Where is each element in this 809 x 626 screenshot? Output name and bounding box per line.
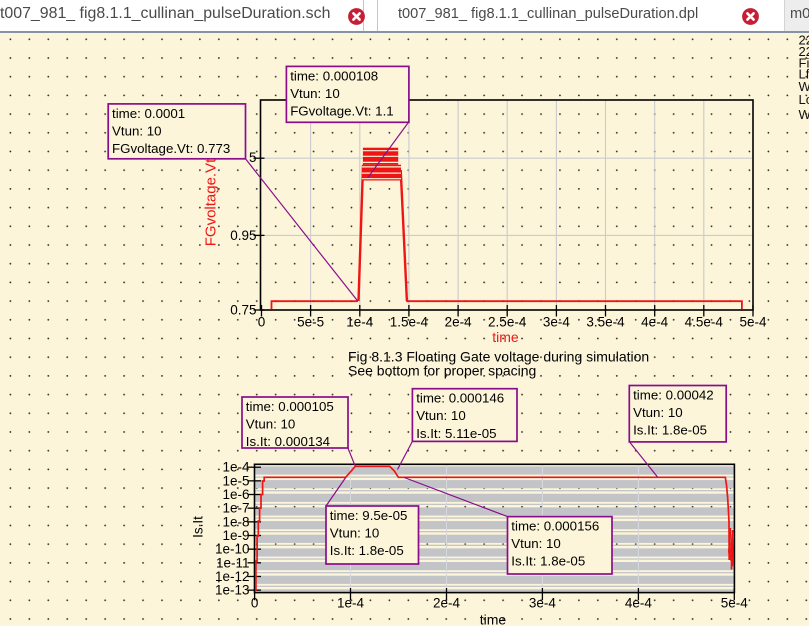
svg-text:W: W [799,79,809,94]
svg-text:1e-4: 1e-4 [337,596,365,611]
svg-text:See bottom for proper spacing: See bottom for proper spacing [348,363,536,379]
svg-text:FGvoltage.Vt: FGvoltage.Vt [203,158,220,246]
svg-text:Vtun: 10: Vtun: 10 [633,405,683,420]
svg-text:0: 0 [251,596,259,611]
svg-text:2e-4: 2e-4 [445,315,473,330]
svg-text:1e-8: 1e-8 [222,514,249,529]
svg-text:1e-7: 1e-7 [222,501,249,516]
svg-text:0.75: 0.75 [230,303,256,318]
svg-text:1e-5: 1e-5 [222,473,249,488]
svg-text:time: 0.0001: time: 0.0001 [112,106,185,121]
svg-text:5: 5 [249,150,257,165]
svg-text:1e-13: 1e-13 [215,583,250,598]
svg-text:FGvoltage.Vt: 0.773: FGvoltage.Vt: 0.773 [112,141,230,156]
svg-text:3e-4: 3e-4 [543,315,571,330]
svg-text:1e-12: 1e-12 [215,569,250,584]
svg-text:1e-6: 1e-6 [222,487,249,502]
svg-text:5e-5: 5e-5 [297,315,324,330]
svg-text:Lo: Lo [799,92,809,107]
svg-text:time: 0.000108: time: 0.000108 [290,68,378,83]
svg-text:Fi: Fi [799,55,809,70]
svg-text:Vtun: 10: Vtun: 10 [511,536,561,551]
svg-text:W: W [799,107,809,122]
svg-text:Vtun: 10: Vtun: 10 [246,417,296,432]
svg-text:Is.It: 0.000134: Is.It: 0.000134 [246,434,330,449]
svg-text:time: 0.000146: time: 0.000146 [416,391,504,406]
svg-text:3e-4: 3e-4 [529,596,557,611]
svg-text:time: 0.000105: time: 0.000105 [246,399,334,414]
svg-text:time: 0.000156: time: 0.000156 [511,519,599,534]
svg-text:Is.It: 1.8e-05: Is.It: 1.8e-05 [330,543,404,558]
svg-text:time: 0.00042: time: 0.00042 [633,387,714,402]
svg-text:1e-4: 1e-4 [222,460,250,475]
svg-text:1.5e-4: 1.5e-4 [390,315,429,330]
svg-text:22: 22 [799,44,809,59]
svg-text:FGvoltage.Vt: 1.1: FGvoltage.Vt: 1.1 [290,104,393,119]
svg-text:22: 22 [799,32,809,47]
svg-text:Fig 8.1.3 Floating Gate voltag: Fig 8.1.3 Floating Gate voltage during s… [348,349,649,365]
svg-text:3.5e-4: 3.5e-4 [586,315,625,330]
svg-text:Is.It: 5.11e-05: Is.It: 5.11e-05 [416,426,496,441]
svg-text:1e-9: 1e-9 [222,528,249,543]
svg-text:Vtun: 10: Vtun: 10 [112,123,162,138]
svg-text:0.95: 0.95 [230,228,256,243]
svg-text:time: time [480,612,507,626]
svg-text:4.5e-4: 4.5e-4 [685,315,724,330]
svg-text:2.5e-4: 2.5e-4 [488,315,527,330]
svg-text:1e-11: 1e-11 [216,555,250,570]
svg-text:Vtun: 10: Vtun: 10 [416,408,466,423]
svg-text:4e-4: 4e-4 [625,596,653,611]
svg-text:Is.It: 1.8e-05: Is.It: 1.8e-05 [511,554,585,569]
svg-text:time: 9.5e-05: time: 9.5e-05 [330,508,408,523]
svg-text:Lf: Lf [799,67,809,82]
svg-text:time: time [492,329,519,345]
svg-text:1e-4: 1e-4 [346,315,374,330]
svg-text:1e-10: 1e-10 [215,542,250,557]
svg-text:4e-4: 4e-4 [641,315,669,330]
svg-text:5e-4: 5e-4 [739,315,767,330]
svg-text:Is.It: 1.8e-05: Is.It: 1.8e-05 [633,423,707,438]
svg-text:Vtun: 10: Vtun: 10 [290,86,340,101]
svg-text:5e-4: 5e-4 [721,596,749,611]
svg-text:2e-4: 2e-4 [433,596,461,611]
svg-text:Is.It: Is.It [191,516,206,538]
svg-text:0: 0 [258,315,266,330]
svg-text:Vtun: 10: Vtun: 10 [330,526,380,541]
